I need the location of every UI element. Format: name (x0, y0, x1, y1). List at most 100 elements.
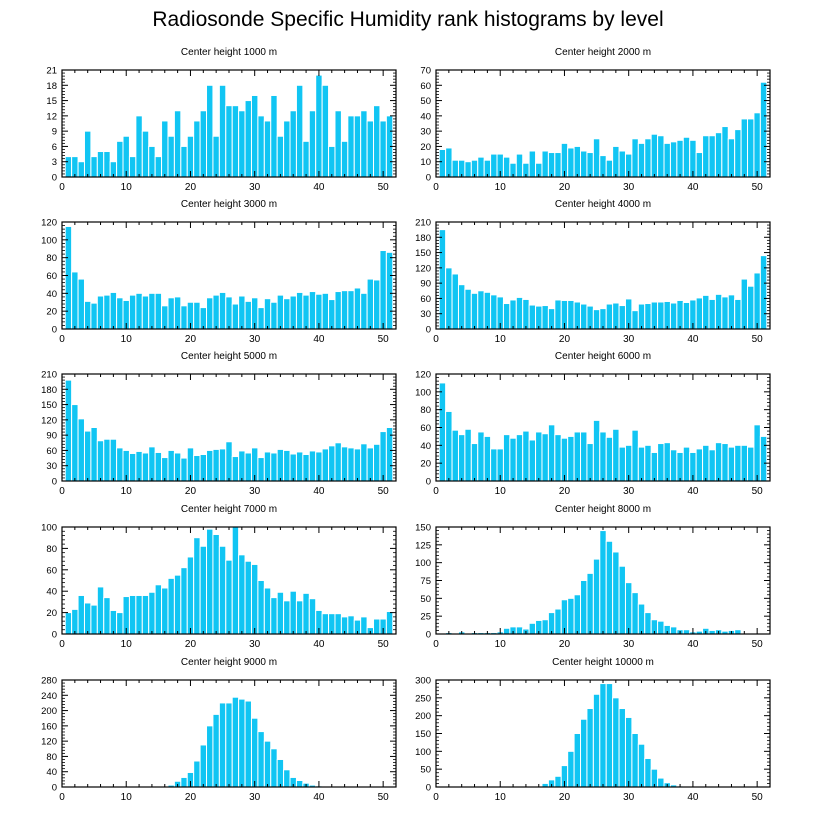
histogram-bar (727, 294, 736, 330)
histogram-bar (515, 434, 524, 482)
y-tick-label: 0 (52, 783, 57, 794)
histogram-bar (502, 156, 511, 178)
x-tick-label: 10 (121, 334, 133, 345)
histogram-bar (592, 309, 601, 330)
histogram-bar (308, 450, 317, 482)
histogram-bar (669, 302, 678, 330)
histogram-bar (573, 301, 582, 330)
histogram-bar (231, 105, 240, 178)
y-tick-label: 100 (41, 523, 57, 534)
histogram-bar (347, 115, 355, 178)
histogram-bar (270, 301, 278, 330)
histogram-bar (631, 138, 639, 178)
y-tick-label: 150 (415, 248, 431, 259)
x-tick-label: 10 (495, 639, 507, 650)
x-tick-label: 10 (495, 182, 507, 193)
histogram-bar (541, 433, 549, 482)
histogram-bar (451, 159, 459, 178)
histogram-bar (180, 305, 188, 330)
histogram-bar (605, 303, 614, 330)
histogram-bar (141, 295, 150, 330)
histogram-bar (64, 612, 73, 635)
x-tick-label: 0 (433, 182, 439, 193)
histogram-bar (360, 110, 368, 178)
histogram-bar (321, 292, 330, 330)
histogram-bar (193, 120, 201, 178)
histogram-bar (560, 437, 569, 482)
histogram-bar (535, 305, 543, 330)
histogram-bar (580, 150, 588, 178)
histogram-bar (650, 133, 659, 178)
histogram-bar (353, 448, 362, 482)
histogram-bar (657, 777, 665, 788)
histogram-bar (212, 533, 220, 635)
y-tick-label: 60 (46, 565, 57, 576)
histogram-bar (605, 436, 614, 482)
histogram-bar (554, 608, 562, 635)
histogram-bar (212, 713, 220, 788)
histogram-bar (328, 613, 336, 635)
panel-title: Center height 7000 m (181, 504, 277, 515)
histogram-bar (109, 438, 118, 482)
histogram-bar (385, 611, 394, 635)
histogram-bar (295, 451, 304, 482)
y-tick-label: 150 (415, 729, 431, 740)
histogram-bar (173, 296, 182, 330)
histogram-bar (161, 120, 169, 178)
x-tick-label: 50 (752, 792, 764, 803)
x-tick-label: 30 (623, 182, 635, 193)
histogram-bar (135, 450, 143, 482)
histogram-bar (250, 94, 259, 178)
histogram-bar (167, 577, 175, 635)
histogram-bar (477, 431, 485, 482)
histogram-bar (77, 278, 85, 330)
histogram-bar (340, 290, 349, 330)
y-tick-label: 250 (415, 693, 431, 704)
y-tick-label: 100 (41, 235, 57, 246)
histogram-bar (250, 717, 259, 788)
histogram-bar (206, 528, 214, 635)
histogram-bar (580, 431, 588, 482)
histogram-bar (225, 296, 233, 330)
histogram-bar (515, 626, 524, 635)
x-tick-label: 0 (433, 486, 439, 497)
histogram-bar (657, 135, 665, 178)
histogram-bar (502, 303, 511, 330)
x-tick-label: 10 (495, 334, 507, 345)
histogram-bar (225, 559, 233, 635)
histogram-bar (225, 702, 233, 788)
x-tick-label: 40 (313, 334, 325, 345)
histogram-bar (199, 744, 208, 788)
histogram-bar (740, 444, 749, 482)
histogram-bar (644, 757, 652, 788)
histogram-bar (567, 435, 575, 482)
histogram-bar (567, 750, 575, 788)
histogram-bar (734, 298, 742, 330)
x-tick-label: 20 (559, 334, 571, 345)
y-tick-label: 100 (415, 558, 431, 569)
histogram-bar (289, 453, 297, 482)
histogram-bar (257, 580, 265, 635)
histogram-bar (554, 299, 562, 330)
histogram-bar (225, 441, 233, 482)
histogram-bar (624, 582, 633, 635)
histogram-bar (180, 567, 188, 635)
histogram-bar (283, 600, 291, 635)
histogram-bar (77, 161, 85, 178)
histogram-bar (257, 457, 265, 482)
histogram-bar (535, 431, 543, 482)
y-tick-label: 10 (420, 157, 431, 168)
histogram-bar (206, 725, 214, 788)
histogram-bar (753, 272, 761, 330)
histogram-bar (592, 138, 601, 178)
histogram-bar (135, 594, 143, 635)
histogram-bar (263, 120, 272, 178)
histogram-bar (109, 291, 118, 330)
histogram-bar (263, 298, 272, 330)
histogram-bar (669, 449, 678, 482)
histogram-bar (644, 444, 652, 482)
y-tick-label: 160 (41, 721, 57, 732)
y-tick-label: 0 (52, 173, 57, 184)
histogram-bar (740, 118, 749, 178)
y-tick-label: 150 (415, 523, 431, 534)
